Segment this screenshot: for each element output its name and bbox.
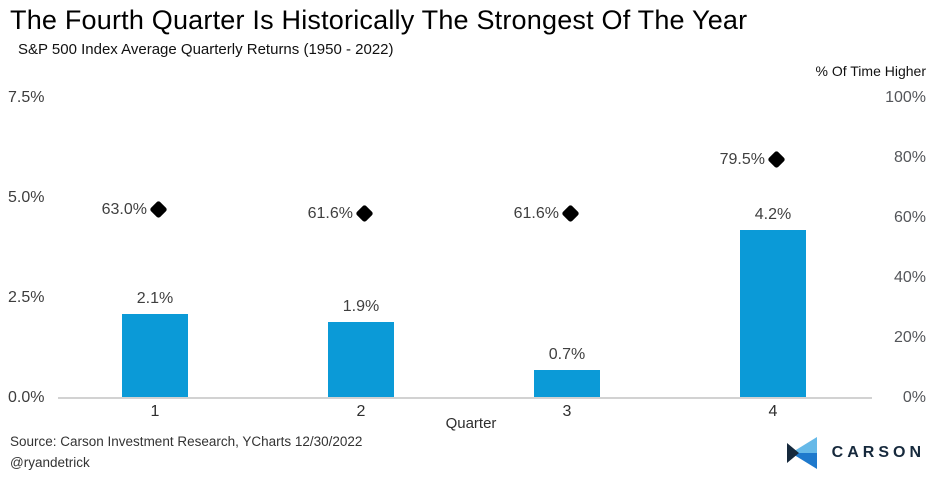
right-axis-tick-0: 0% <box>902 389 926 406</box>
carson-logo-wordmark: CARSON <box>831 444 925 461</box>
left-axis-tick-7-5: 7.5% <box>8 89 45 106</box>
bar-q3 <box>534 370 600 397</box>
bar-q2 <box>328 322 394 397</box>
bar-value-label-q1: 2.1% <box>136 290 174 307</box>
bar-q1 <box>122 314 188 397</box>
x-axis-baseline <box>58 397 872 399</box>
diamond-marker-q4 <box>767 150 786 169</box>
carson-logo-icon <box>786 437 817 469</box>
marker-value-label-q3: 61.6% <box>513 205 559 222</box>
chart-title: The Fourth Quarter Is Historically The S… <box>10 5 748 35</box>
left-axis-tick-2-5: 2.5% <box>8 289 45 306</box>
x-tick-q4: 4 <box>768 403 778 420</box>
bar-value-label-q4: 4.2% <box>754 206 792 223</box>
chart-subtitle: S&P 500 Index Average Quarterly Returns … <box>18 41 394 58</box>
bar-value-label-q3: 0.7% <box>548 346 586 363</box>
x-tick-q2: 2 <box>356 403 366 420</box>
left-axis-tick-5-0: 5.0% <box>8 189 45 206</box>
source-attribution: Source: Carson Investment Research, YCha… <box>10 434 363 449</box>
x-axis-title: Quarter <box>445 415 497 432</box>
author-handle: @ryandetrick <box>10 455 90 470</box>
marker-value-label-q1: 63.0% <box>101 201 147 218</box>
right-axis-tick-40: 40% <box>893 269 926 286</box>
carson-logo: CARSON <box>786 437 925 469</box>
right-axis-tick-60: 60% <box>893 209 926 226</box>
right-axis-tick-100: 100% <box>885 89 926 106</box>
left-axis-tick-0-0: 0.0% <box>8 389 45 406</box>
marker-value-label-q4: 79.5% <box>719 151 765 168</box>
diamond-marker-q1 <box>149 200 168 219</box>
diamond-marker-q3 <box>561 204 580 223</box>
right-axis-title: % Of Time Higher <box>815 63 926 79</box>
bar-value-label-q2: 1.9% <box>342 298 380 315</box>
x-tick-q3: 3 <box>562 403 572 420</box>
right-axis-tick-20: 20% <box>893 329 926 346</box>
marker-value-label-q2: 61.6% <box>307 205 353 222</box>
bar-q4 <box>740 230 806 397</box>
diamond-marker-q2 <box>355 204 374 223</box>
x-tick-q1: 1 <box>150 403 160 420</box>
right-axis-tick-80: 80% <box>893 149 926 166</box>
